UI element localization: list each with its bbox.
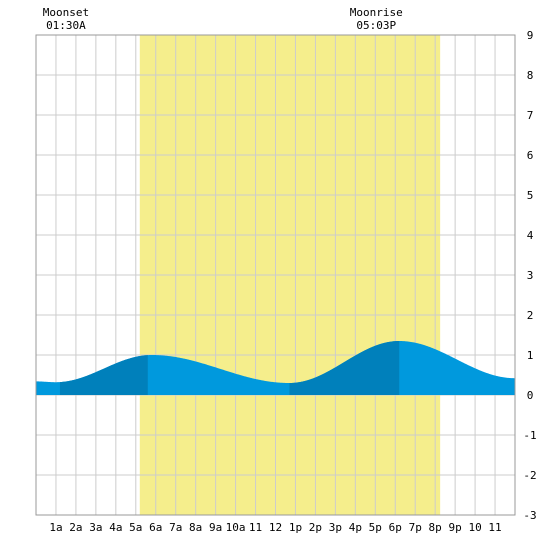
y-tick-label: 0 bbox=[527, 389, 534, 402]
x-tick-label: 4a bbox=[109, 521, 122, 534]
y-tick-label: 6 bbox=[527, 149, 534, 162]
x-tick-label: 11 bbox=[249, 521, 262, 534]
x-tick-label: 8a bbox=[189, 521, 202, 534]
x-tick-label: 2p bbox=[309, 521, 322, 534]
x-tick-label: 11 bbox=[488, 521, 501, 534]
grid-layer bbox=[36, 34, 515, 516]
moon-event-time: 05:03P bbox=[356, 19, 396, 32]
y-tick-label: 7 bbox=[527, 109, 534, 122]
moon-event-title: Moonset bbox=[43, 6, 89, 19]
plot-border bbox=[35, 34, 516, 516]
y-tick-label: 9 bbox=[527, 29, 534, 42]
y-tick-label: -2 bbox=[523, 469, 536, 482]
x-tick-label: 7a bbox=[169, 521, 182, 534]
x-tick-label: 2a bbox=[69, 521, 82, 534]
x-tick-label: 3a bbox=[89, 521, 102, 534]
moon-event-time: 01:30A bbox=[46, 19, 86, 32]
y-tick-label: -1 bbox=[523, 429, 536, 442]
y-tick-label: 5 bbox=[527, 189, 534, 202]
y-tick-label: 3 bbox=[527, 269, 534, 282]
tide-area-dark-band bbox=[289, 341, 400, 395]
x-tick-label: 4p bbox=[349, 521, 362, 534]
x-tick-label: 12 bbox=[269, 521, 282, 534]
x-tick-label: 10 bbox=[468, 521, 481, 534]
x-tick-label: 5a bbox=[129, 521, 142, 534]
x-tick-label: 3p bbox=[329, 521, 342, 534]
moon-event-title: Moonrise bbox=[350, 6, 403, 19]
y-tick-label: 4 bbox=[527, 229, 534, 242]
x-tick-label: 10a bbox=[226, 521, 246, 534]
y-tick-label: 8 bbox=[527, 69, 534, 82]
x-tick-label: 7p bbox=[409, 521, 422, 534]
tide-area-dark-band bbox=[59, 355, 148, 395]
x-tick-label: 9a bbox=[209, 521, 222, 534]
x-tick-label: 1a bbox=[49, 521, 62, 534]
x-tick-label: 8p bbox=[429, 521, 442, 534]
y-tick-labels: -3 -2 -1 0 1 2 3 4 5 6 7 8 9 bbox=[523, 29, 536, 522]
y-tick-label: 1 bbox=[527, 349, 534, 362]
y-tick-label: 2 bbox=[527, 309, 534, 322]
tide-area-layer bbox=[36, 341, 515, 395]
y-tick-label: -3 bbox=[523, 509, 536, 522]
x-tick-label: 5p bbox=[369, 521, 382, 534]
x-tick-label: 9p bbox=[449, 521, 462, 534]
x-tick-label: 6a bbox=[149, 521, 162, 534]
x-tick-labels: 1a 2a 3a 4a 5a 6a 7a 8a 9a 10a 11 12 1p 2p 3p 4p 5p 6p 7p 8… bbox=[49, 521, 501, 534]
x-tick-label: 6p bbox=[389, 521, 402, 534]
x-tick-label: 1p bbox=[289, 521, 302, 534]
